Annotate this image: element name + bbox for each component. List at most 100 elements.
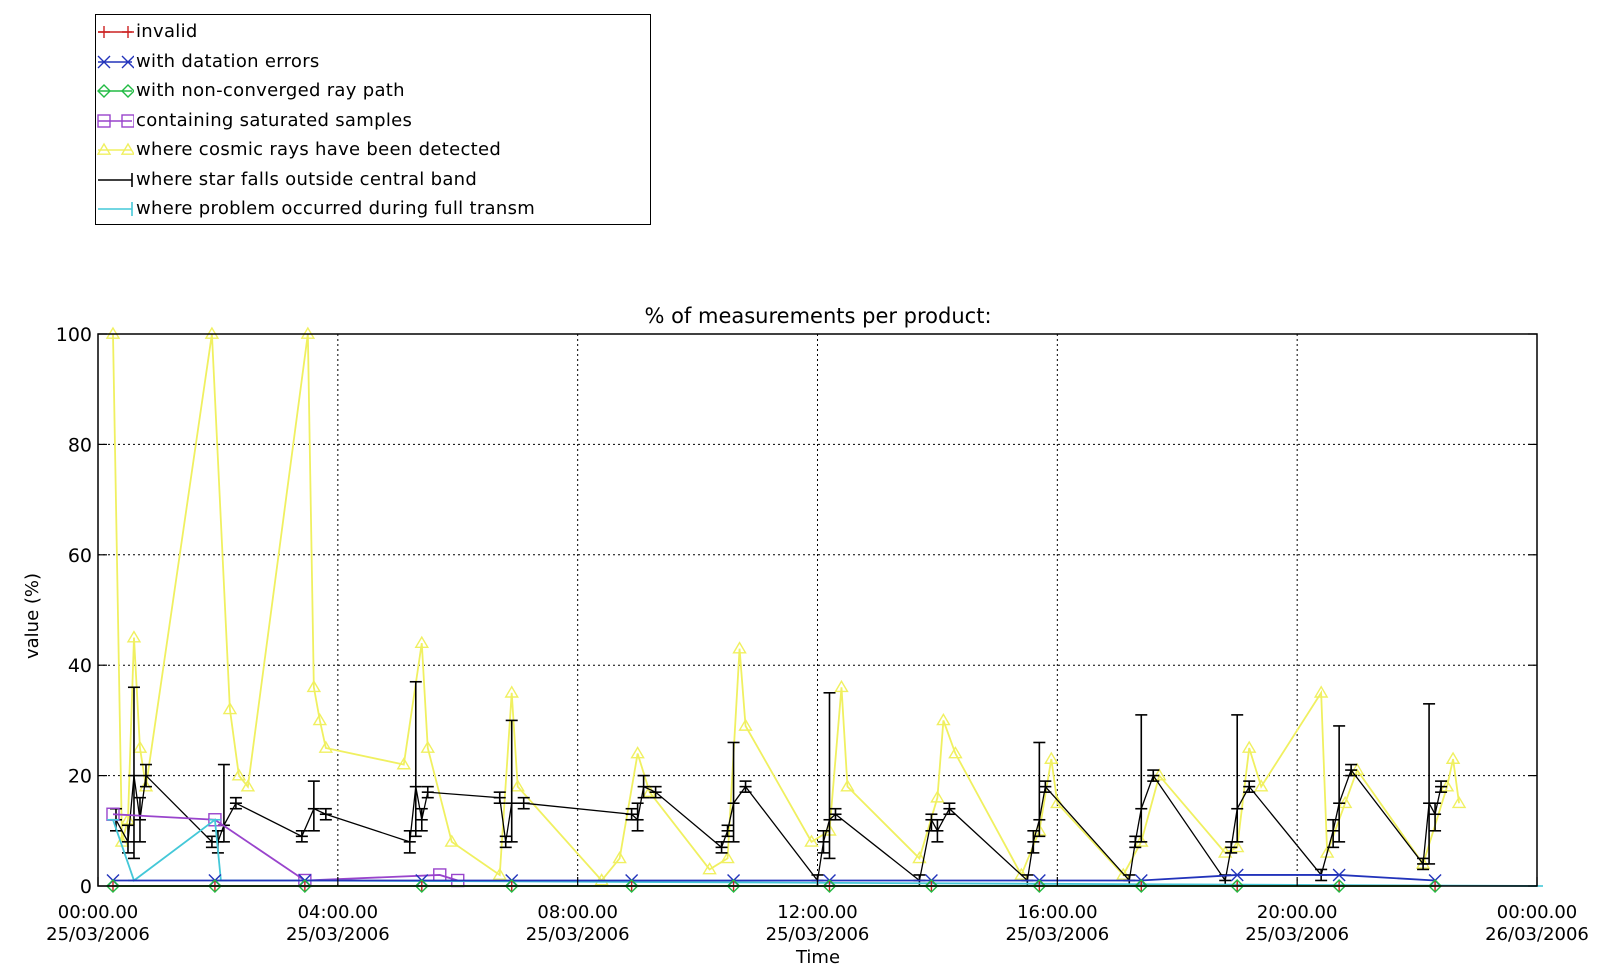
data-point — [1134, 879, 1149, 893]
x-tick-label-date: 25/03/2006 — [286, 924, 390, 945]
legend-label: where problem occurred during full trans… — [136, 198, 536, 219]
data-point — [1319, 845, 1335, 858]
data-point — [930, 790, 945, 803]
data-point — [207, 879, 222, 893]
data-point — [492, 867, 507, 880]
data-point — [1044, 751, 1059, 764]
data-point — [1337, 795, 1353, 809]
legend-label: where cosmic rays have been detected — [136, 139, 502, 160]
x-tick-label-time: 16:00.00 — [1017, 902, 1098, 923]
data-point — [444, 834, 459, 847]
data-point — [1332, 879, 1347, 893]
data-point — [1050, 795, 1065, 809]
data-point — [240, 779, 256, 792]
legend-marker — [97, 55, 111, 68]
legend-item: where cosmic rays have been detected — [96, 135, 646, 165]
data-point — [1439, 779, 1455, 792]
x-tick-label-date: 25/03/2006 — [766, 924, 870, 945]
data-point — [1451, 795, 1467, 809]
data-point — [510, 779, 525, 792]
x-tick-label-date: 25/03/2006 — [526, 924, 630, 945]
series-line — [112, 333, 1460, 882]
data-point — [504, 685, 519, 698]
data-point — [738, 718, 753, 731]
series-line — [115, 768, 1442, 883]
x-tick-label-time: 20:00.00 — [1257, 902, 1338, 923]
legend-item: where star falls outside central band — [96, 165, 646, 195]
data-point — [624, 879, 639, 893]
legend-marker — [96, 142, 112, 155]
legend-label: with datation errors — [136, 50, 320, 72]
data-point — [1134, 834, 1149, 847]
legend-swatch — [96, 142, 134, 155]
data-point — [822, 879, 837, 893]
data-point — [948, 746, 963, 759]
data-point — [105, 879, 120, 893]
data-point — [1332, 868, 1346, 882]
legend-marker — [121, 113, 134, 128]
x-tick-label-date: 25/03/2006 — [1005, 924, 1109, 945]
data-point — [840, 779, 855, 792]
legend-swatch — [97, 84, 134, 98]
data-point — [1349, 762, 1365, 775]
data-point — [1445, 751, 1461, 764]
data-point — [318, 740, 334, 753]
data-point — [804, 834, 819, 847]
data-point — [312, 713, 328, 726]
legend-swatch — [98, 172, 133, 187]
axis-frame: 02040608010000:00.0025/03/200604:00.0025… — [46, 324, 1589, 945]
chart-title: % of measurements per product: — [644, 304, 991, 328]
data-point — [732, 641, 747, 654]
legend-marker — [121, 84, 134, 98]
data-point — [630, 746, 645, 759]
x-tick-label-time: 04:00.00 — [298, 902, 379, 923]
data-point — [1428, 879, 1443, 893]
chart-legend: invalid with datation errors with non-conv… — [95, 14, 651, 225]
y-tick-label: 0 — [80, 876, 92, 898]
data-point — [1014, 867, 1029, 880]
data-point — [126, 630, 142, 643]
legend-marker — [120, 142, 134, 155]
data-point — [1152, 768, 1167, 781]
legend-swatch — [97, 55, 134, 68]
legend-item: containing saturated samples — [96, 106, 646, 136]
legend-item: with non-converged ray path — [96, 76, 646, 106]
data-point — [420, 740, 435, 753]
x-axis-label: Time — [795, 947, 840, 966]
y-tick-label: 100 — [56, 324, 92, 346]
data-point — [414, 635, 429, 649]
data-point — [105, 326, 121, 339]
y-tick-label: 80 — [68, 434, 92, 456]
x-tick-label-date: 25/03/2006 — [1245, 924, 1349, 945]
data-point — [912, 851, 927, 864]
legend-item: with datation errors — [96, 47, 646, 77]
legend-label: invalid — [136, 21, 198, 42]
data-point — [1229, 839, 1245, 853]
data-point — [414, 879, 429, 893]
legend-item: where problem occurred during full trans… — [96, 194, 646, 224]
data-point — [231, 768, 247, 781]
data-point — [1253, 779, 1269, 792]
data-point — [936, 713, 951, 726]
data-point — [720, 851, 735, 864]
data-point — [120, 812, 136, 825]
x-tick-label-time: 12:00.00 — [777, 902, 858, 923]
data-point — [612, 851, 627, 864]
y-tick-label: 60 — [68, 545, 92, 567]
data-point — [1313, 685, 1329, 698]
legend-swatch — [98, 202, 133, 216]
legend-label: where star falls outside central band — [136, 168, 478, 190]
series-line — [112, 874, 1436, 882]
data-point — [1116, 867, 1131, 880]
y-axis-label: value (%) — [22, 573, 43, 659]
legend-marker — [97, 84, 111, 98]
plot-frame — [97, 333, 1538, 887]
data-point — [834, 679, 849, 693]
data-point — [726, 879, 741, 893]
data-point — [1032, 879, 1047, 893]
legend-marker — [98, 26, 110, 38]
legend-marker — [122, 26, 134, 38]
data-point — [138, 779, 154, 792]
legend-label: with non-converged ray path — [136, 80, 405, 101]
